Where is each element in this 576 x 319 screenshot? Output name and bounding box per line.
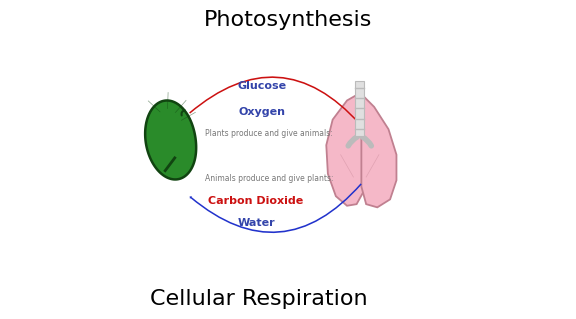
Polygon shape [361, 94, 396, 207]
Text: Oxygen: Oxygen [239, 107, 286, 117]
Text: Water: Water [237, 218, 275, 228]
Text: Glucose: Glucose [238, 81, 287, 91]
FancyArrowPatch shape [189, 76, 361, 125]
Text: Carbon Dioxide: Carbon Dioxide [209, 196, 304, 206]
FancyArrowPatch shape [190, 183, 362, 233]
Text: Plants produce and give animals:: Plants produce and give animals: [205, 130, 333, 138]
Polygon shape [326, 94, 365, 206]
FancyArrowPatch shape [348, 137, 357, 146]
Polygon shape [355, 81, 364, 136]
Text: Photosynthesis: Photosynthesis [204, 10, 372, 30]
FancyArrowPatch shape [362, 137, 372, 146]
Text: Animals produce and give plants:: Animals produce and give plants: [204, 174, 333, 183]
Polygon shape [145, 100, 196, 180]
Text: Cellular Respiration: Cellular Respiration [150, 289, 368, 309]
